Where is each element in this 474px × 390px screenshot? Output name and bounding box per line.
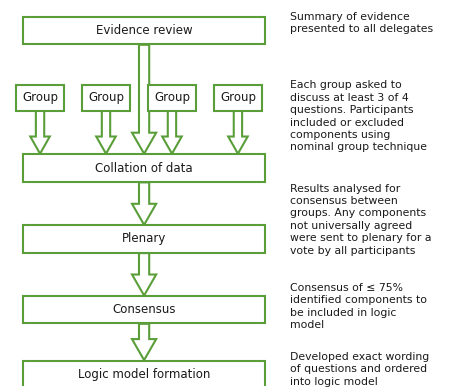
Text: Each group asked to
discuss at least 3 of 4
questions. Participants
included or : Each group asked to discuss at least 3 o…	[291, 80, 428, 152]
Text: Consensus of ≤ 75%
identified components to
be included in logic
model: Consensus of ≤ 75% identified components…	[291, 283, 428, 330]
Text: Results analysed for
consensus between
groups. Any components
not universally ag: Results analysed for consensus between g…	[291, 184, 432, 255]
Text: Developed exact wording
of questions and ordered
into logic model: Developed exact wording of questions and…	[291, 352, 429, 386]
Polygon shape	[132, 183, 156, 225]
FancyBboxPatch shape	[23, 154, 265, 182]
FancyBboxPatch shape	[147, 85, 196, 110]
FancyBboxPatch shape	[23, 296, 265, 323]
FancyBboxPatch shape	[214, 85, 262, 110]
Polygon shape	[162, 111, 182, 154]
FancyBboxPatch shape	[82, 85, 130, 110]
Polygon shape	[132, 45, 156, 154]
Polygon shape	[30, 111, 50, 154]
Polygon shape	[132, 324, 156, 360]
Polygon shape	[96, 111, 116, 154]
Text: Group: Group	[22, 91, 58, 104]
FancyBboxPatch shape	[23, 361, 265, 388]
FancyBboxPatch shape	[23, 225, 265, 253]
Text: Consensus: Consensus	[112, 303, 176, 316]
Text: Plenary: Plenary	[122, 232, 166, 245]
FancyBboxPatch shape	[23, 17, 265, 44]
Polygon shape	[132, 253, 156, 296]
Text: Summary of evidence
presented to all delegates: Summary of evidence presented to all del…	[291, 12, 434, 34]
Text: Group: Group	[88, 91, 124, 104]
Text: Group: Group	[154, 91, 190, 104]
Text: Evidence review: Evidence review	[96, 24, 192, 37]
Text: Collation of data: Collation of data	[95, 162, 193, 175]
Polygon shape	[228, 111, 248, 154]
FancyBboxPatch shape	[16, 85, 64, 110]
Text: Logic model formation: Logic model formation	[78, 368, 210, 381]
Text: Group: Group	[220, 91, 256, 104]
